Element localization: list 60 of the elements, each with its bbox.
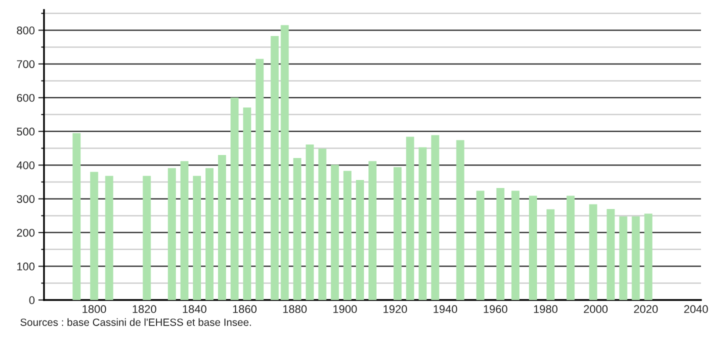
bar <box>105 176 114 300</box>
y-tick-label: 600 <box>17 94 35 102</box>
bar <box>256 58 264 300</box>
bar <box>343 170 352 300</box>
y-tick-label: 0 <box>29 296 35 304</box>
x-tick-label: 1900 <box>333 305 357 314</box>
bar <box>142 176 151 300</box>
bar <box>418 147 427 300</box>
bar <box>270 36 279 300</box>
x-tick-label: 1940 <box>434 305 458 314</box>
bar <box>192 176 201 300</box>
bar <box>168 168 176 300</box>
bar <box>406 136 414 300</box>
x-tick-label: 1920 <box>384 305 407 314</box>
bar <box>330 164 339 300</box>
bar <box>293 158 302 300</box>
bar <box>431 135 440 300</box>
x-tick-label: 1860 <box>233 305 257 314</box>
x-tick-label: 2040 <box>684 305 708 314</box>
bar <box>72 133 81 300</box>
x-tick-label: 2020 <box>634 305 658 314</box>
bar <box>230 98 239 300</box>
bar <box>566 196 575 300</box>
bar <box>218 155 226 300</box>
x-tick-label: 1800 <box>82 305 106 314</box>
bar <box>368 161 377 300</box>
bar <box>589 204 598 300</box>
bar <box>632 216 640 300</box>
bar <box>619 216 628 300</box>
y-tick-label: 800 <box>16 26 35 34</box>
bar <box>243 107 252 300</box>
x-tick-label: 1820 <box>132 305 156 314</box>
source-note: Sources : base Cassini de l'EHESS et base Insee. <box>20 318 251 326</box>
bar <box>180 161 188 300</box>
bar <box>606 208 615 300</box>
bar <box>205 168 214 300</box>
y-tick-label: 700 <box>17 60 35 68</box>
bar <box>528 196 537 300</box>
bar <box>476 190 484 300</box>
x-tick-label: 1840 <box>182 305 206 314</box>
y-tick-label: 100 <box>17 262 35 270</box>
bar <box>456 140 464 300</box>
y-tick-label: 500 <box>16 128 35 136</box>
x-tick-label: 1880 <box>283 305 307 314</box>
bar <box>306 144 314 300</box>
bar <box>496 188 504 300</box>
bar <box>356 180 364 300</box>
y-tick-label: 400 <box>16 161 35 170</box>
bar <box>644 214 652 300</box>
bar <box>90 172 98 300</box>
bar <box>318 148 326 300</box>
bar <box>511 190 520 300</box>
x-tick-label: 1960 <box>484 305 508 314</box>
y-tick-label: 200 <box>16 228 35 237</box>
bar <box>280 25 289 300</box>
y-tick-label: 300 <box>16 195 35 203</box>
x-tick-label: 1980 <box>534 305 558 314</box>
x-tick-label: 2000 <box>584 305 608 314</box>
bar <box>546 209 555 300</box>
bar <box>394 167 402 300</box>
